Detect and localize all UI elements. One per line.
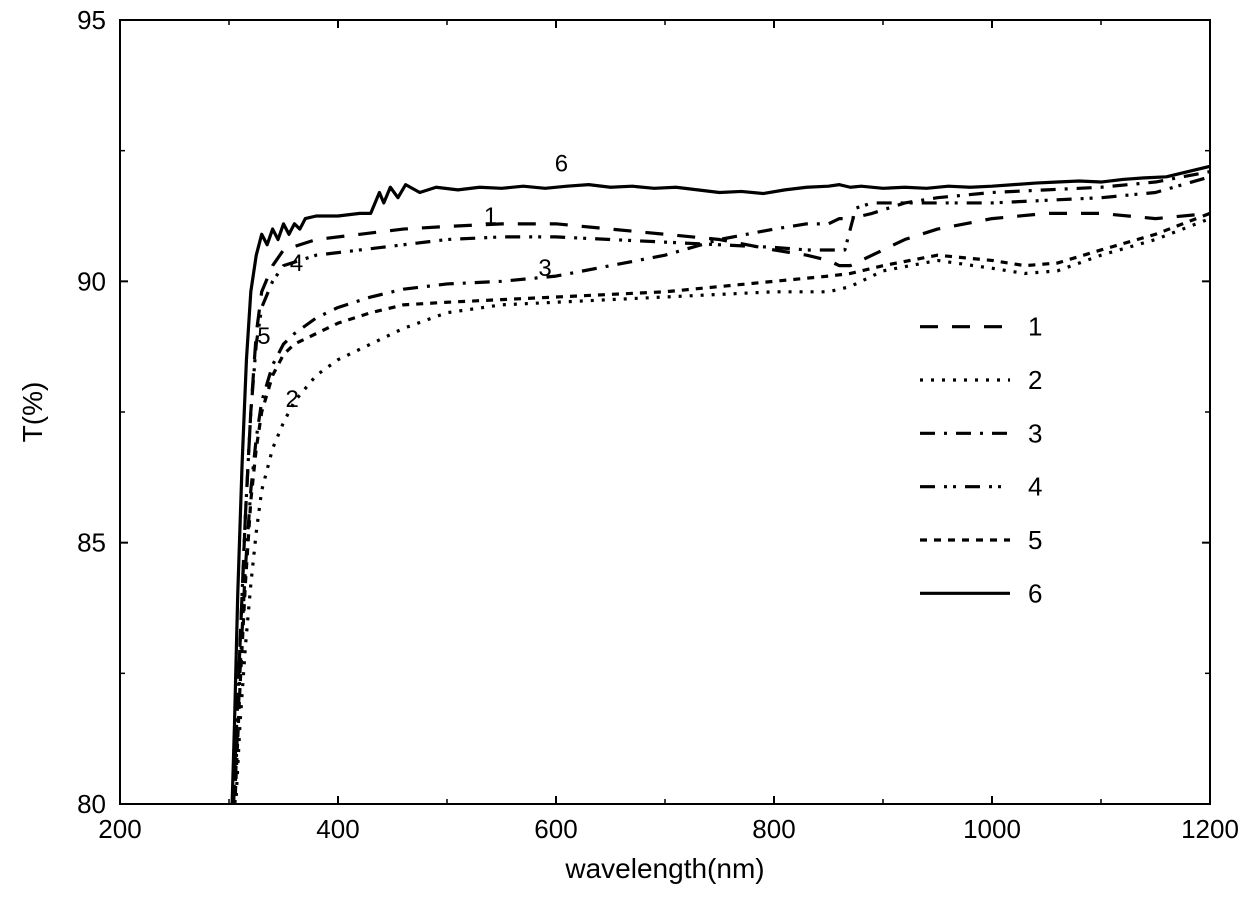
y-tick-label: 90 (77, 266, 106, 296)
y-tick-label: 80 (77, 789, 106, 819)
x-tick-label: 600 (534, 814, 577, 844)
x-tick-label: 400 (316, 814, 359, 844)
inline-label-4: 4 (290, 250, 303, 277)
x-tick-label: 1000 (963, 814, 1021, 844)
y-tick-label: 85 (77, 528, 106, 558)
legend-label-6: 6 (1028, 578, 1042, 608)
x-axis-label: wavelength(nm) (564, 853, 764, 884)
inline-label-3: 3 (538, 255, 551, 282)
legend-label-4: 4 (1028, 472, 1042, 502)
inline-label-2: 2 (286, 386, 299, 413)
legend-label-3: 3 (1028, 418, 1042, 448)
y-tick-label: 95 (77, 5, 106, 35)
x-tick-label: 800 (752, 814, 795, 844)
legend-label-2: 2 (1028, 365, 1042, 395)
x-tick-label: 1200 (1181, 814, 1239, 844)
inline-label-6: 6 (555, 151, 568, 178)
inline-label-1: 1 (484, 203, 497, 230)
chart-svg: 2004006008001000120080859095wavelength(n… (0, 0, 1240, 904)
chart-container: 2004006008001000120080859095wavelength(n… (0, 0, 1240, 904)
legend-label-5: 5 (1028, 525, 1042, 555)
y-axis-label: T(%) (17, 382, 48, 443)
inline-label-5: 5 (257, 323, 270, 350)
legend-label-1: 1 (1028, 312, 1042, 342)
